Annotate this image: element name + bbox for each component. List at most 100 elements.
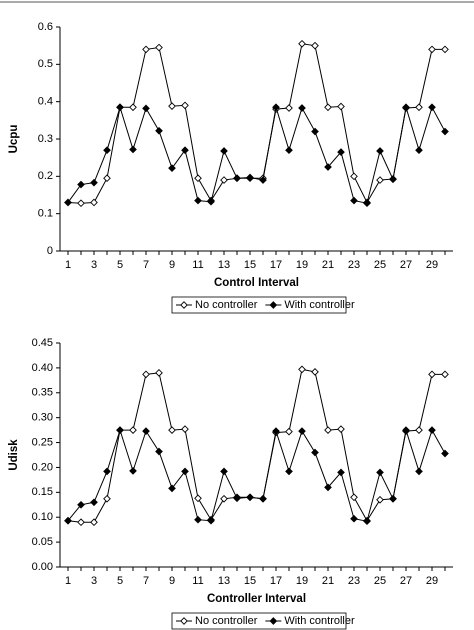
data-point	[350, 196, 358, 205]
data-point	[363, 199, 371, 208]
data-point	[116, 426, 124, 434]
data-point	[194, 196, 202, 205]
data-point	[376, 147, 384, 155]
x-tick-label: 21	[322, 259, 334, 271]
y-tick-label: 0.10	[32, 511, 53, 523]
data-point	[285, 146, 293, 155]
data-point	[233, 494, 241, 503]
data-point	[389, 175, 397, 184]
data-point	[168, 164, 176, 172]
data-point	[129, 103, 137, 112]
data-point	[142, 427, 150, 435]
data-point	[181, 146, 189, 155]
data-point	[77, 199, 85, 208]
y-tick-label: 0.45	[32, 337, 53, 349]
data-point	[181, 425, 189, 433]
legend-label: No controller	[195, 615, 258, 627]
data-point	[64, 198, 72, 207]
data-point	[90, 498, 98, 507]
legend-marker	[180, 301, 188, 309]
data-point	[337, 468, 345, 477]
data-point	[389, 494, 397, 503]
x-tick-label: 25	[374, 259, 386, 271]
data-point	[363, 517, 371, 526]
data-point	[415, 146, 423, 155]
y-tick-label: 0.20	[32, 461, 53, 473]
x-tick-label: 25	[374, 575, 386, 587]
x-tick-label: 19	[296, 575, 308, 587]
y-axis-title: Ucpu	[8, 125, 20, 154]
data-point	[311, 41, 319, 50]
data-point	[415, 426, 423, 434]
y-tick-label: 0.1	[38, 208, 53, 220]
x-tick-label: 27	[400, 575, 412, 587]
data-point	[90, 178, 98, 187]
y-tick-label: 0.30	[32, 412, 53, 424]
data-point	[337, 102, 345, 111]
data-point	[376, 495, 384, 504]
data-point	[337, 148, 345, 156]
data-point	[246, 493, 254, 502]
data-point	[194, 515, 202, 524]
x-tick-label: 9	[169, 259, 175, 271]
data-point	[311, 448, 319, 457]
x-tick-label: 15	[244, 575, 256, 587]
data-point	[298, 427, 306, 435]
data-point	[376, 468, 384, 477]
data-point	[155, 369, 163, 377]
data-point	[129, 426, 137, 434]
data-point	[194, 494, 202, 503]
data-point	[441, 449, 449, 458]
data-point	[142, 45, 150, 54]
data-point	[259, 494, 267, 503]
data-point	[246, 173, 254, 182]
data-point	[90, 198, 98, 207]
data-point	[129, 145, 137, 154]
data-point	[441, 45, 449, 54]
data-point	[220, 467, 228, 476]
data-point	[259, 176, 267, 184]
data-point	[428, 426, 436, 434]
data-point	[103, 467, 111, 476]
x-tick-label: 3	[91, 259, 97, 271]
y-tick-label: 0.05	[32, 536, 53, 548]
data-point	[441, 127, 449, 136]
data-point	[298, 39, 306, 48]
x-tick-label: 9	[169, 575, 175, 587]
data-point	[324, 103, 332, 112]
data-point	[350, 172, 358, 181]
y-tick-label: 0.40	[32, 362, 53, 374]
data-point	[129, 467, 137, 475]
data-point	[64, 516, 72, 525]
x-tick-label: 11	[192, 259, 203, 271]
data-point	[285, 467, 293, 476]
x-tick-label: 5	[117, 259, 123, 271]
data-point	[441, 370, 449, 379]
data-point	[324, 163, 332, 171]
y-tick-label: 0.3	[38, 133, 53, 145]
x-tick-label: 1	[65, 259, 71, 271]
data-point	[77, 180, 85, 189]
data-point	[311, 368, 319, 376]
x-tick-label: 21	[322, 575, 334, 587]
data-point	[415, 103, 423, 112]
data-point	[337, 425, 345, 433]
data-point	[376, 176, 384, 184]
data-point	[324, 483, 332, 492]
data-point	[285, 104, 293, 112]
data-point	[220, 147, 228, 155]
data-point	[350, 514, 358, 523]
y-tick-label: 0.35	[32, 387, 53, 399]
legend-box	[171, 296, 347, 314]
data-point	[142, 370, 150, 379]
data-point	[428, 370, 436, 379]
x-tick-label: 19	[296, 259, 308, 271]
x-tick-label: 29	[426, 575, 438, 587]
data-point	[155, 126, 163, 135]
y-tick-label: 0	[47, 245, 53, 257]
x-tick-label: 7	[143, 259, 149, 271]
data-point	[155, 447, 163, 456]
data-point	[298, 365, 306, 374]
x-tick-label: 15	[244, 259, 256, 271]
